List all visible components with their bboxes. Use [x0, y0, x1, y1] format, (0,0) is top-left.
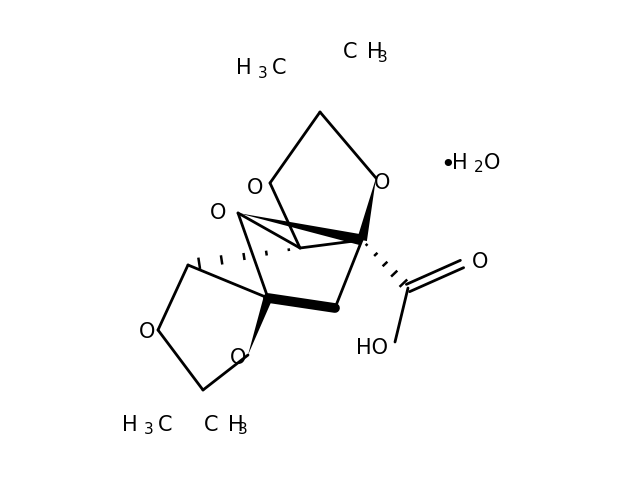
Text: 3: 3: [258, 65, 268, 80]
Text: C: C: [272, 58, 287, 78]
Text: O: O: [139, 322, 155, 342]
Text: O: O: [484, 153, 500, 173]
Text: C: C: [204, 415, 218, 435]
Text: O: O: [230, 348, 246, 368]
Text: O: O: [210, 203, 226, 223]
Text: C: C: [158, 415, 173, 435]
Text: 3: 3: [144, 423, 154, 437]
Text: O: O: [247, 178, 263, 198]
Text: O: O: [472, 252, 488, 272]
Polygon shape: [357, 178, 376, 241]
Text: C: C: [342, 42, 357, 62]
Polygon shape: [248, 297, 272, 355]
Text: H: H: [452, 153, 468, 173]
Polygon shape: [238, 213, 363, 245]
Text: H: H: [228, 415, 244, 435]
Text: O: O: [374, 173, 390, 193]
Text: HO: HO: [356, 338, 388, 358]
Text: 3: 3: [238, 423, 248, 437]
Text: H: H: [236, 58, 252, 78]
Text: H: H: [122, 415, 138, 435]
Text: 2: 2: [474, 161, 484, 175]
Text: H: H: [367, 42, 383, 62]
Text: 3: 3: [378, 51, 388, 65]
Text: •: •: [440, 153, 456, 177]
